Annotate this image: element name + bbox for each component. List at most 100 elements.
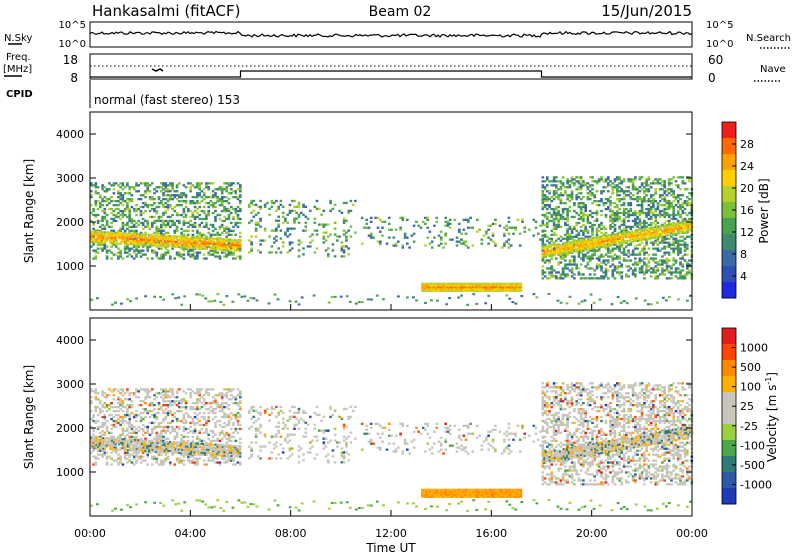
data-cell xyxy=(123,245,127,248)
data-cell xyxy=(586,267,590,270)
data-cell xyxy=(159,295,162,298)
data-cell xyxy=(114,419,118,423)
data-cell xyxy=(198,231,201,234)
data-cell xyxy=(473,289,476,292)
data-cell xyxy=(618,255,621,258)
data-cell xyxy=(211,233,215,236)
data-cell xyxy=(225,209,228,213)
data-cell xyxy=(595,243,598,246)
data-cell xyxy=(620,243,624,246)
data-cell xyxy=(297,203,301,206)
data-cell xyxy=(288,227,292,230)
data-cell xyxy=(94,406,98,409)
data-cell xyxy=(583,248,586,251)
data-cell xyxy=(130,229,134,232)
data-cell xyxy=(236,196,240,199)
data-cell xyxy=(117,192,120,195)
data-cell xyxy=(661,184,664,187)
data-cell xyxy=(541,247,544,250)
data-cell xyxy=(165,236,168,239)
data-cell xyxy=(505,289,508,292)
data-cell xyxy=(286,229,289,232)
data-cell xyxy=(92,449,95,452)
data-cell xyxy=(246,299,250,302)
data-cell xyxy=(105,188,109,191)
data-cell xyxy=(92,415,95,419)
data-cell xyxy=(645,178,648,181)
data-cell xyxy=(92,433,95,436)
data-cell xyxy=(118,242,121,245)
data-cell xyxy=(500,286,503,289)
data-cell xyxy=(425,288,428,291)
data-cell xyxy=(682,231,685,234)
data-cell xyxy=(99,243,102,246)
data-cell xyxy=(654,192,657,195)
data-cell xyxy=(144,244,147,247)
data-cell xyxy=(679,251,682,254)
data-cell xyxy=(170,238,173,241)
data-cell xyxy=(649,200,653,203)
data-cell xyxy=(90,204,93,207)
data-cell xyxy=(663,259,666,262)
data-cell xyxy=(475,289,478,292)
data-cell xyxy=(230,253,233,256)
data-cell xyxy=(397,240,400,243)
data-cell xyxy=(680,223,683,226)
data-cell xyxy=(636,190,639,193)
data-cell xyxy=(225,196,228,199)
data-cell xyxy=(543,233,547,236)
data-cell xyxy=(219,238,222,241)
data-cell xyxy=(602,259,606,262)
data-cell xyxy=(132,207,136,211)
data-cell xyxy=(609,204,612,207)
data-cell xyxy=(514,286,517,289)
data-cell xyxy=(616,176,619,179)
data-cell xyxy=(567,242,570,245)
data-cell xyxy=(649,271,653,274)
data-cell xyxy=(645,215,648,219)
data-cell xyxy=(445,288,447,291)
data-cell xyxy=(90,184,93,187)
data-cell xyxy=(592,240,595,243)
data-cell xyxy=(144,408,147,411)
data-cell xyxy=(647,211,651,215)
data-cell xyxy=(220,209,224,213)
data-cell xyxy=(148,227,152,230)
data-cell xyxy=(111,231,114,234)
data-cell xyxy=(128,404,131,407)
data-cell xyxy=(654,247,657,250)
data-cell xyxy=(105,404,109,407)
data-cell xyxy=(178,251,181,254)
data-cell xyxy=(160,421,163,425)
data-cell xyxy=(679,204,682,207)
data-cell xyxy=(622,249,626,252)
data-cell xyxy=(183,235,186,238)
data-cell xyxy=(550,237,554,240)
data-cell xyxy=(119,402,122,405)
data-cell xyxy=(464,282,467,285)
data-cell xyxy=(141,417,145,421)
data-cell xyxy=(638,204,642,207)
data-cell xyxy=(594,247,597,250)
data-cell xyxy=(573,227,576,230)
data-cell xyxy=(609,215,612,219)
data-cell xyxy=(345,295,349,298)
y-tick-label: 4000 xyxy=(56,128,84,141)
data-cell xyxy=(647,261,651,264)
data-cell xyxy=(643,221,646,225)
data-cell xyxy=(96,251,100,254)
data-cell xyxy=(188,246,191,249)
data-cell xyxy=(649,194,653,197)
data-cell xyxy=(602,261,606,264)
data-cell xyxy=(449,282,452,285)
data-cell xyxy=(160,408,163,411)
data-cell xyxy=(117,461,120,464)
data-cell xyxy=(686,299,689,302)
data-cell xyxy=(588,221,592,225)
data-cell xyxy=(573,202,576,205)
data-cell xyxy=(166,184,170,187)
data-cell xyxy=(629,232,632,235)
data-cell xyxy=(454,289,456,292)
data-cell xyxy=(511,301,515,304)
data-cell xyxy=(142,240,145,243)
